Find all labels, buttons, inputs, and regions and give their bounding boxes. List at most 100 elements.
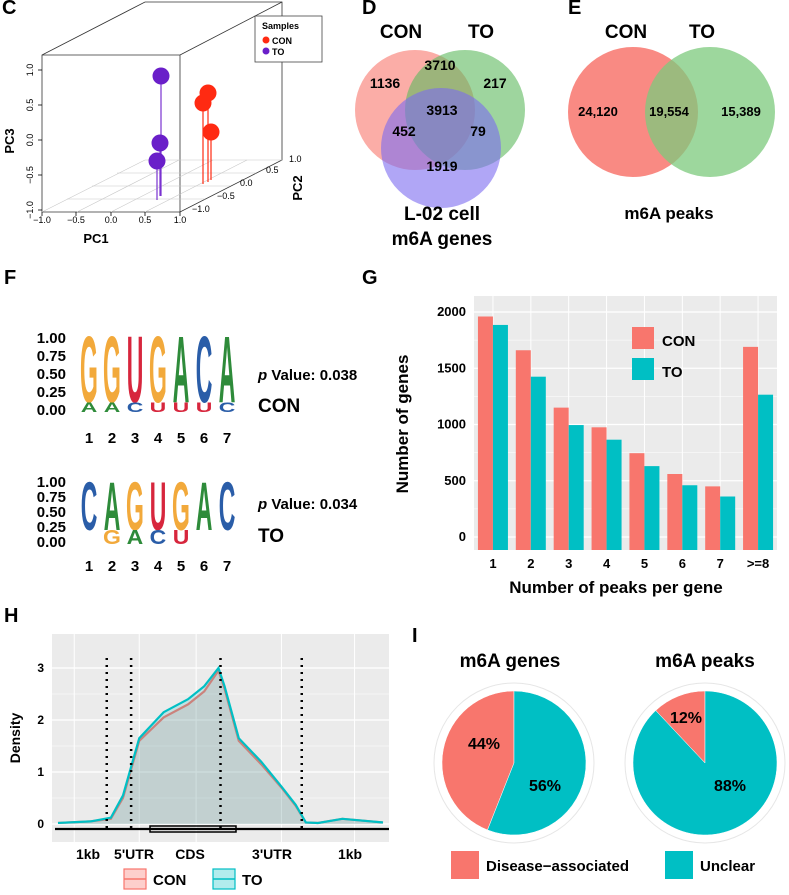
pca-x-tick: −0.5 <box>67 215 85 225</box>
motif-letter-minor: A <box>127 525 144 548</box>
venn-genes-value: 79 <box>470 123 486 139</box>
motif2-y-tick: 0.75 <box>37 489 66 506</box>
pie-legend-unclear-key <box>665 851 693 879</box>
venn-genes-value: 1136 <box>370 75 401 91</box>
venn-genes-con-label: CON <box>380 22 422 43</box>
bar-legend-con: CON <box>662 333 695 350</box>
density-legend-to: TO <box>242 872 263 889</box>
bar-x-label: Number of peaks per gene <box>509 578 723 597</box>
motif1-pvalue: p Value: 0.038 <box>257 367 357 384</box>
density-x-label: 1kb <box>76 846 100 862</box>
pca-points <box>148 67 220 170</box>
venn-genes-value: 3710 <box>424 57 455 73</box>
venn-genes-value: 217 <box>483 75 507 91</box>
motif1-p-letter: p <box>257 367 267 384</box>
panel-label-d: D <box>362 0 376 19</box>
motif-letter-minor: C <box>150 525 167 548</box>
venn-genes-value: 1919 <box>426 158 457 174</box>
bar-y-ticks: 0 500 1000 1500 2000 <box>437 304 466 544</box>
pie-slice <box>632 690 778 836</box>
motif1-position: 1 <box>85 430 93 447</box>
density-y-label: Density <box>7 713 23 764</box>
panel-label-i: I <box>412 625 418 647</box>
motif1-position: 3 <box>131 430 139 447</box>
motif2-position: 3 <box>131 558 139 575</box>
venn-peaks: CON TO 24,120 19,554 15,389 m6A peaks <box>568 22 775 223</box>
pca-z-tick: −0.5 <box>217 191 235 201</box>
pca-z-ticks: −1.0 −0.5 0.0 0.5 1.0 <box>192 154 302 214</box>
pie-legend-disease: Disease−associated <box>486 858 629 875</box>
panel-label-e: E <box>568 0 581 19</box>
motif1-position: 2 <box>108 430 116 447</box>
motif-letter: A <box>219 317 236 423</box>
pca-y-tick: 0.0 <box>25 134 35 147</box>
pie2-label: 12% <box>670 710 702 727</box>
pca-legend-to: TO <box>272 47 284 57</box>
pca-z-tick: 0.5 <box>266 165 279 175</box>
pie-legend: Disease−associated Unclear <box>451 851 755 879</box>
motif1-logo: GA GA UC GU AU CU AC <box>80 317 235 423</box>
pca-legend-con-dot <box>262 36 270 44</box>
density-line-to <box>57 665 384 825</box>
density-x-label: CDS <box>175 846 205 862</box>
pca-point-to <box>152 67 170 85</box>
density-area-to <box>58 668 383 824</box>
density-y-tick: 0 <box>37 817 44 831</box>
pca-point-con <box>202 123 220 141</box>
bar-to <box>682 485 698 550</box>
venn-genes-to-label: TO <box>468 22 494 43</box>
density-y-tick: 1 <box>37 765 44 779</box>
motif1-y-tick: 0.75 <box>37 348 66 365</box>
pca-z-tick: −1.0 <box>192 204 210 214</box>
bar-y-tick: 500 <box>444 473 466 488</box>
motif1-position: 5 <box>177 430 185 447</box>
pca-point-to <box>151 134 169 152</box>
venn-genes-caption-line2: m6A genes <box>392 229 493 250</box>
pca-y-ticks: −1.0 −0.5 0.0 0.5 1.0 <box>25 64 35 219</box>
density-legend-con: CON <box>153 872 186 889</box>
bar-to <box>530 376 546 550</box>
venn-peaks-value: 15,389 <box>721 104 761 119</box>
motif-letter: C <box>196 317 213 423</box>
venn-peaks-value: 24,120 <box>578 104 618 119</box>
motif2-position: 1 <box>85 558 93 575</box>
pie2-title: m6A peaks <box>655 651 755 672</box>
bar-con <box>629 453 645 550</box>
motif1-y-tick: 0.50 <box>37 366 66 383</box>
motif2-pvalue: p Value: 0.034 <box>257 496 358 513</box>
pca-box-edge <box>179 1 283 56</box>
pie-legend-disease-key <box>451 851 479 879</box>
pca-legend-con: CON <box>272 36 292 46</box>
panel-label-f: F <box>4 267 16 289</box>
motif-letter: A <box>196 468 213 544</box>
density-x-label: 5'UTR <box>114 846 154 862</box>
motif-letter-minor: U <box>196 400 213 416</box>
motif2-p-text: Value: 0.034 <box>267 496 358 513</box>
motif-letter: G <box>80 317 98 423</box>
bar-chart: 0 500 1000 1500 2000 1 2 3 4 5 6 7 >=8 N… <box>393 296 777 597</box>
panel-label-h: H <box>4 605 18 627</box>
bar-con <box>743 346 759 550</box>
bar-con <box>591 427 607 550</box>
motif2-y-tick: 1.00 <box>37 474 66 491</box>
motif-letter: G <box>103 317 121 423</box>
pie1 <box>433 682 595 844</box>
pie-outer-ring <box>624 682 786 844</box>
panel-label-c: C <box>2 0 16 19</box>
motif2-position: 4 <box>154 558 163 575</box>
motif1-p-text: Value: 0.038 <box>267 367 357 384</box>
motif-letter: G <box>172 468 190 544</box>
bar-y-tick: 0 <box>459 529 466 544</box>
density-x-label: 3'UTR <box>252 846 292 862</box>
pca-legend-to-dot <box>262 47 270 55</box>
bar-series <box>477 316 774 550</box>
density-y-ticks: 0 1 2 3 <box>37 661 44 831</box>
motif1-y-tick: 0.00 <box>37 402 66 419</box>
pca-legend: Samples CON TO <box>254 15 323 63</box>
motif-letter-minor: A <box>104 400 121 416</box>
pie2-label: 88% <box>714 778 746 795</box>
venn-peaks-con-label: CON <box>605 22 647 43</box>
motif-letter-minor: C <box>127 400 144 416</box>
pie1-label: 56% <box>529 778 561 795</box>
